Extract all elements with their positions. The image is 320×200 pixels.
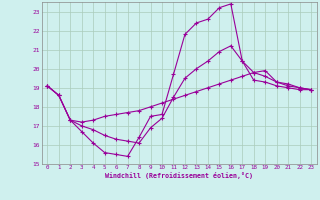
X-axis label: Windchill (Refroidissement éolien,°C): Windchill (Refroidissement éolien,°C) [105,172,253,179]
